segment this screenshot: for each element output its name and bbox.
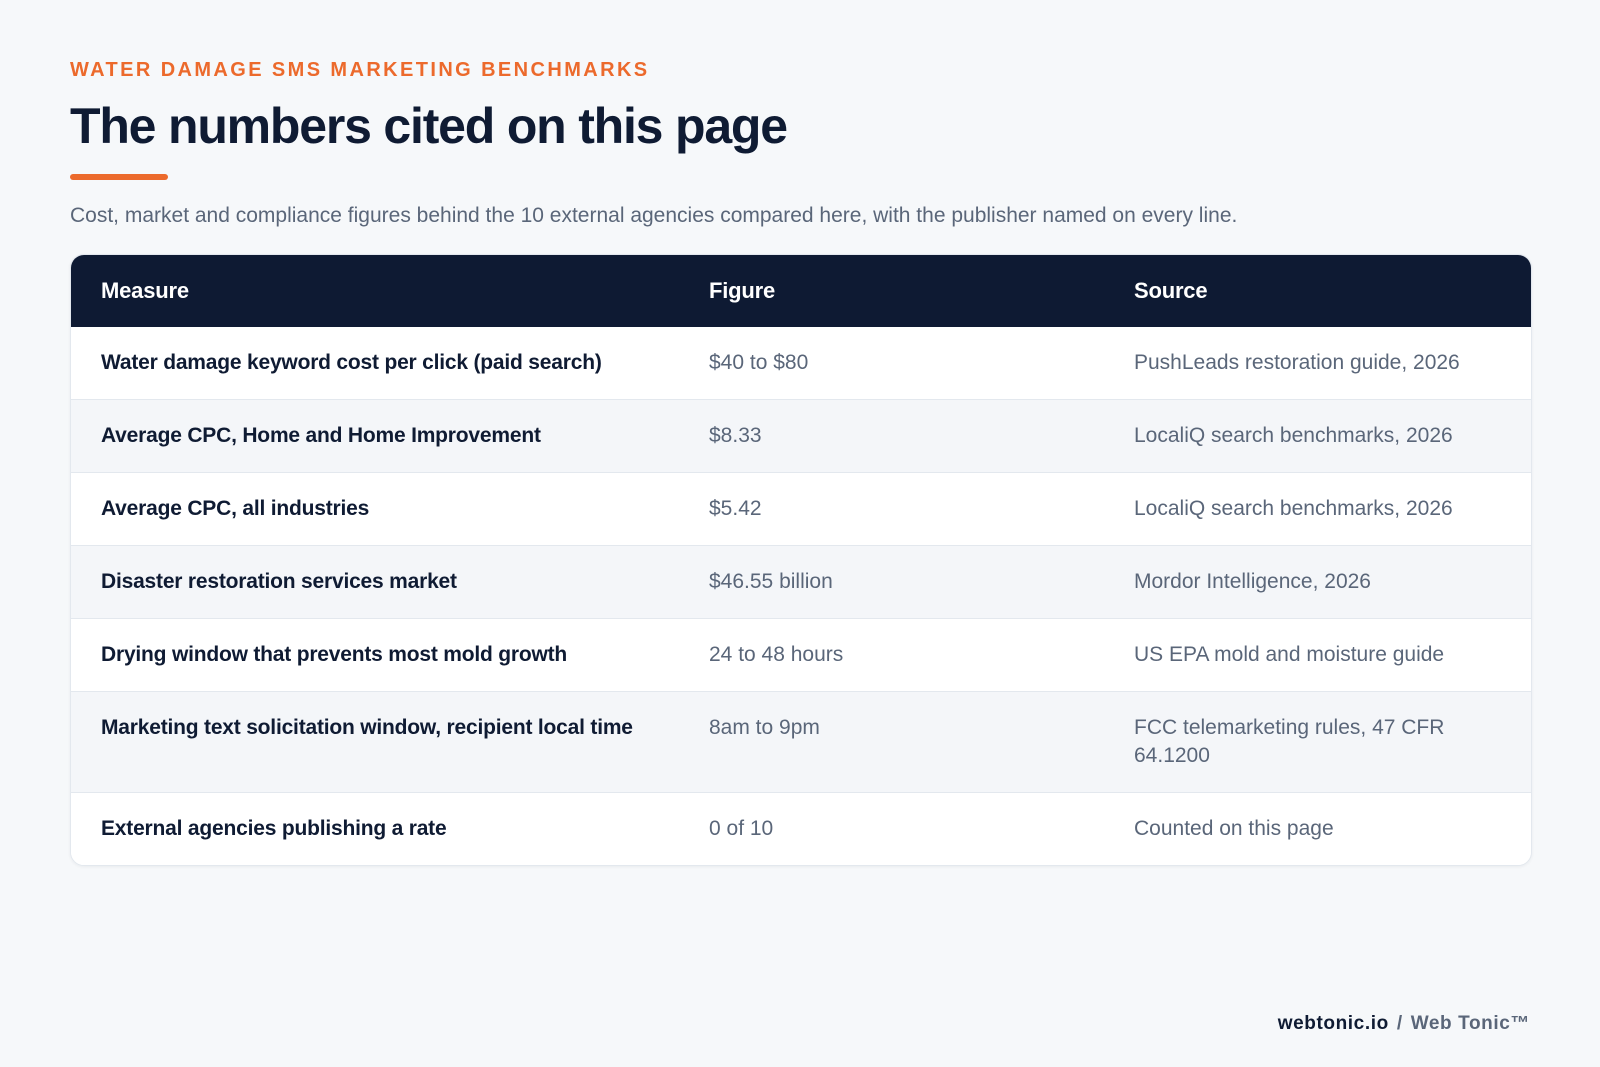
source-cell: US EPA mold and moisture guide	[1104, 618, 1531, 692]
measure-cell: Marketing text solicitation window, reci…	[71, 691, 679, 793]
column-header-source: Source	[1134, 278, 1208, 303]
table-row: Disaster restoration services market $46…	[71, 545, 1531, 619]
footer-domain: webtonic.io	[1277, 1013, 1389, 1034]
page-title: The numbers cited on this page	[70, 98, 788, 154]
footer-brand: Web Tonic™	[1410, 1013, 1530, 1034]
figure-cell: 0 of 10	[679, 792, 1104, 865]
table-row: Drying window that prevents most mold gr…	[71, 618, 1531, 692]
source-cell: Counted on this page	[1104, 792, 1531, 865]
eyebrow-label: WATER DAMAGE SMS MARKETING BENCHMARKS	[70, 59, 650, 81]
source-cell: FCC telemarketing rules, 47 CFR 64.1200	[1104, 691, 1531, 793]
measure-cell: External agencies publishing a rate	[71, 792, 679, 865]
footer-credit: webtonic.io / Web Tonic™	[1278, 1012, 1530, 1036]
source-cell: LocaliQ search benchmarks, 2026	[1104, 472, 1531, 546]
table-row: Average CPC, all industries $5.42 Locali…	[71, 472, 1531, 546]
title-underline	[70, 174, 168, 180]
measure-cell: Average CPC, all industries	[71, 472, 679, 546]
measure-cell: Drying window that prevents most mold gr…	[71, 618, 679, 692]
figure-cell: 24 to 48 hours	[679, 618, 1104, 692]
column-header-figure: Figure	[709, 278, 776, 303]
measure-cell: Disaster restoration services market	[71, 545, 679, 619]
figure-cell: $8.33	[679, 399, 1104, 473]
figure-cell: $46.55 billion	[679, 545, 1104, 619]
source-cell: Mordor Intelligence, 2026	[1104, 545, 1531, 619]
footer-separator: /	[1396, 1013, 1403, 1034]
measure-cell: Water damage keyword cost per click (pai…	[101, 351, 602, 374]
table-row: External agencies publishing a rate 0 of…	[71, 792, 1531, 865]
table-row: Marketing text solicitation window, reci…	[71, 691, 1531, 793]
table-header-row: Measure Figure Source	[71, 255, 1531, 327]
column-header-measure: Measure	[101, 278, 189, 303]
page-subtitle: Cost, market and compliance figures behi…	[70, 204, 1238, 227]
benchmarks-table: Measure Figure Source Water damage keywo…	[71, 255, 1531, 865]
figure-cell: 8am to 9pm	[679, 691, 1104, 793]
figure-cell: $40 to $80	[709, 351, 809, 374]
table-row: Water damage keyword cost per click (pai…	[71, 327, 1531, 400]
table-row: Average CPC, Home and Home Improvement $…	[71, 399, 1531, 473]
measure-cell: Average CPC, Home and Home Improvement	[71, 399, 679, 473]
page-content: WATER DAMAGE SMS MARKETING BENCHMARKS Th…	[70, 58, 1532, 866]
source-cell: PushLeads restoration guide, 2026	[1134, 351, 1460, 374]
benchmarks-table-card: Measure Figure Source Water damage keywo…	[70, 254, 1532, 866]
figure-cell: $5.42	[679, 472, 1104, 546]
source-cell: LocaliQ search benchmarks, 2026	[1104, 399, 1531, 473]
